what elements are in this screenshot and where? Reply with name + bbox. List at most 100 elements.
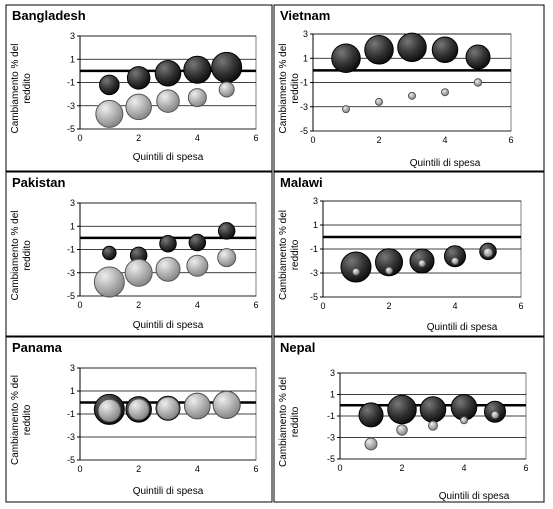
x-tick-label: 4 [452,301,457,311]
light-bubble [97,398,122,423]
dark-bubble [419,396,447,423]
dark-bubble [126,66,151,90]
y-tick-label: -5 [67,124,75,134]
x-tick-label: 0 [320,301,325,311]
light-bubble [441,88,449,97]
light-bubble [483,247,493,258]
dark-bubble [387,394,417,425]
dark-bubble [159,234,177,253]
light-bubble [93,266,125,298]
y-axis-label-line2: reddito [22,73,33,104]
panel-title: Nepal [280,340,315,355]
light-bubble [217,248,237,268]
x-tick-label: 4 [195,133,200,143]
y-tick-label: 3 [303,29,308,39]
light-bubble [473,78,483,87]
light-bubble [156,89,180,113]
x-tick-label: 0 [337,463,342,473]
y-tick-label: -3 [67,101,75,111]
panel-title: Vietnam [280,8,330,23]
x-tick-label: 2 [386,301,391,311]
panel-vietnam: Vietnam 3 1 -1 -3 -50 2 4 6 Cambiamento % del redd… [273,4,545,172]
light-bubble [396,424,408,436]
y-tick-label: 3 [330,368,335,378]
y-tick-label: -3 [310,268,318,278]
panel-title: Panama [12,340,63,355]
x-tick-label: 2 [136,300,141,310]
panel-bangladesh: Bangladesh 3 1 -1 -3 -50 2 4 6 Cambiamento % del r… [5,4,273,172]
y-tick-label: -3 [67,268,75,278]
dark-bubble [211,51,243,83]
dark-bubble [154,59,182,87]
y-axis-label: Cambiamento % del [10,210,21,300]
y-tick-label: -5 [310,292,318,302]
y-tick-label: -1 [67,409,75,419]
panel-border [5,171,273,337]
y-tick-label: 3 [70,198,75,208]
y-axis-label: Cambiamento % del [278,43,289,133]
y-tick-label: -1 [67,245,75,255]
x-tick-label: 0 [77,300,82,310]
x-axis-label: Quintili di spesa [439,491,510,502]
x-tick-label: 4 [195,300,200,310]
dark-bubble [431,36,459,64]
light-bubble [218,81,235,98]
x-tick-label: 6 [523,463,528,473]
dark-bubble [331,43,361,73]
dark-bubble [99,74,120,96]
dark-bubble [358,402,384,428]
x-tick-label: 6 [253,464,258,474]
y-tick-label: 1 [70,221,75,231]
light-bubble [408,91,416,100]
dark-bubble [444,245,466,268]
panel-title: Bangladesh [12,8,86,23]
dark-bubble [340,251,372,283]
dark-bubble [375,248,403,277]
x-tick-label: 2 [376,135,381,145]
light-bubble [460,416,468,425]
panel-border [273,336,545,503]
y-axis-label: Cambiamento % del [10,375,21,465]
dark-bubble [188,233,207,252]
x-tick-label: 0 [77,464,82,474]
y-tick-label: -5 [67,291,75,301]
light-bubble [342,105,350,114]
panel-nepal: Nepal 3 1 -1 -3 -50 2 4 6 Cambiamento % del reddit… [273,336,545,503]
y-axis-label-line2: reddito [22,404,33,435]
light-bubble [124,258,153,287]
x-tick-label: 2 [399,463,404,473]
panel-title: Malawi [280,175,323,190]
light-bubble [385,266,393,275]
x-axis-label: Quintili di spesa [133,152,204,163]
y-tick-label: 1 [303,53,308,63]
y-tick-label: -1 [67,78,75,88]
y-tick-label: 1 [313,220,318,230]
y-axis-label: Cambiamento % del [278,377,289,467]
dark-bubble [465,44,491,70]
y-tick-label: -1 [327,411,335,421]
x-tick-label: 6 [253,133,258,143]
light-bubble [375,97,383,106]
y-tick-label: -1 [300,78,308,88]
panel-pakistan: Pakistan 3 1 -1 -3 -50 2 4 6 Cambiamento % del red… [5,171,273,337]
light-bubble [418,259,426,268]
y-axis-label-line2: reddito [22,240,33,271]
dark-bubble [217,222,236,240]
y-axis-label-line2: reddito [290,239,301,270]
light-bubble [155,256,181,282]
panel-malawi: Malawi 3 1 -1 -3 -50 2 4 6 Cambiamento % del reddi… [273,171,545,337]
x-tick-label: 2 [136,133,141,143]
panel-border [5,336,273,503]
light-bubble [95,99,124,128]
light-bubble [156,396,180,420]
light-bubble [184,392,211,420]
y-tick-label: -5 [67,455,75,465]
panel-border [273,171,545,337]
y-tick-label: -5 [327,454,335,464]
y-tick-label: 3 [70,31,75,41]
x-tick-label: 0 [77,133,82,143]
x-axis-label: Quintili di spesa [410,158,481,169]
y-tick-label: 1 [330,390,335,400]
x-axis-label: Quintili di spesa [133,320,204,331]
